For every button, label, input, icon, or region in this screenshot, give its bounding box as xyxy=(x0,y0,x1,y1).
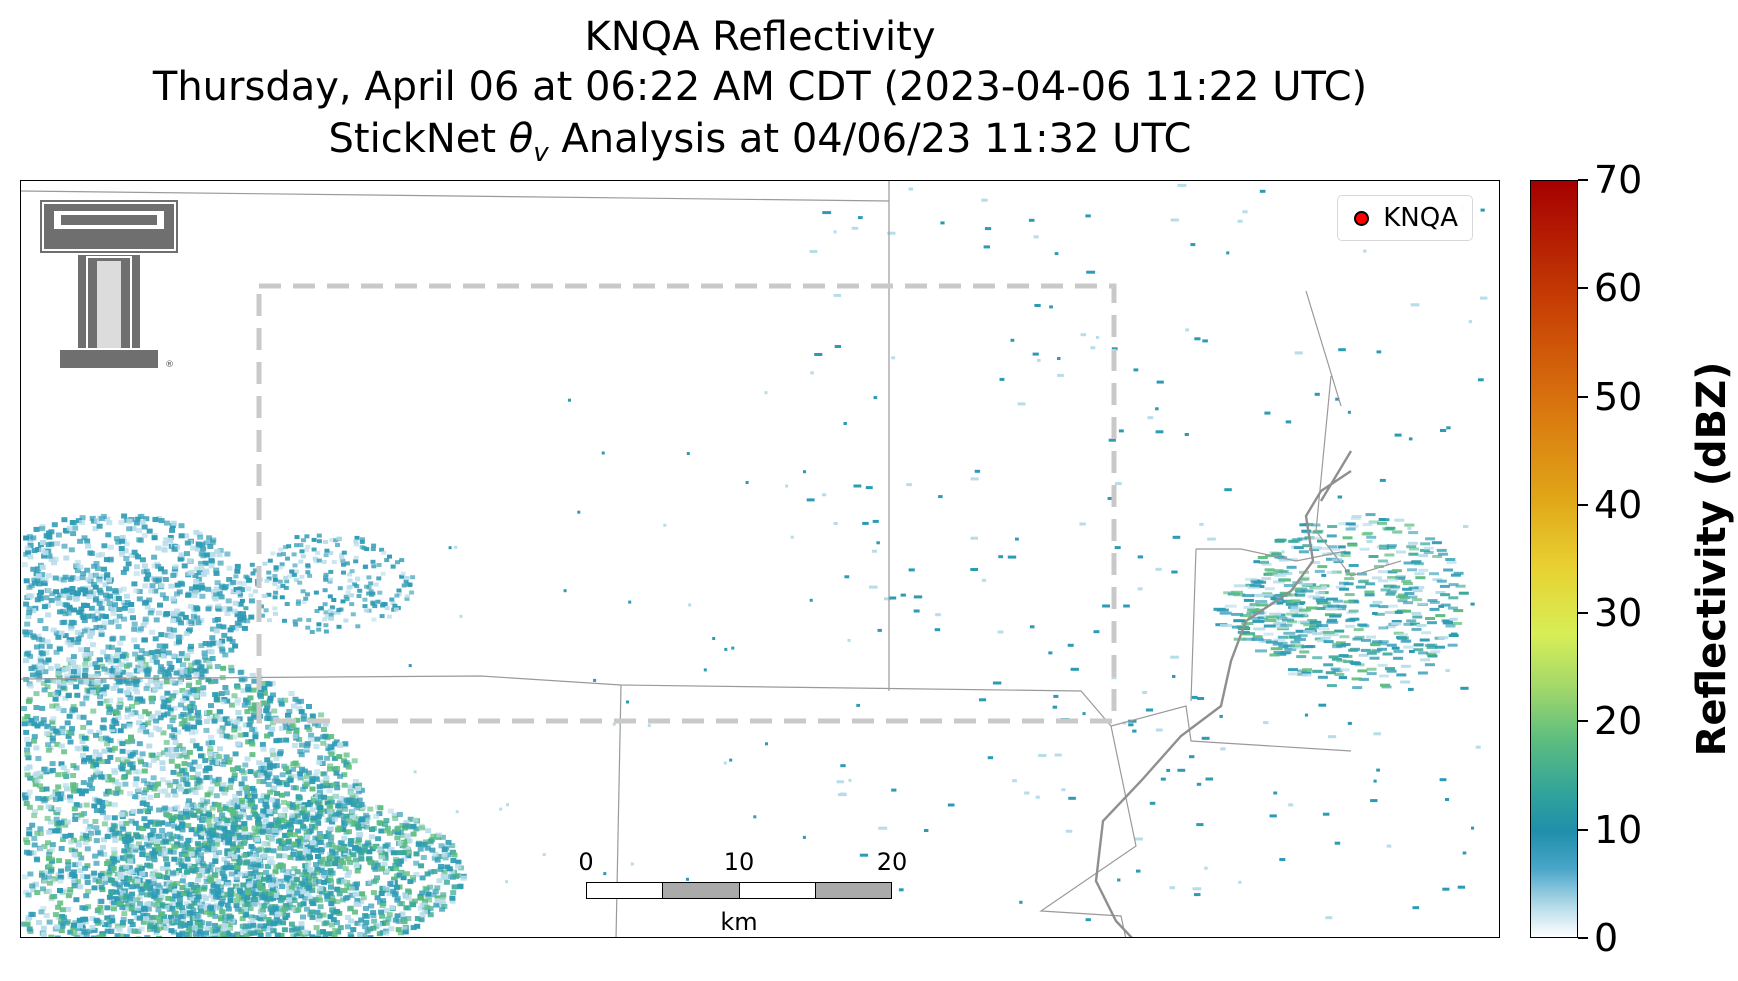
theta-symbol: θv xyxy=(508,116,549,168)
colorbar-title: Reflectivity (dBZ) xyxy=(1689,361,1735,757)
title-line-2: Thursday, April 06 at 06:22 AM CDT (2023… xyxy=(152,64,1368,110)
colorbar-tick-mark xyxy=(1578,503,1588,506)
radar-site-marker-icon xyxy=(1354,210,1370,226)
scale-tick-20: 20 xyxy=(876,848,908,876)
county-boundaries xyxy=(21,181,1402,937)
scale-segment xyxy=(662,882,740,899)
colorbar-tick-label: 0 xyxy=(1594,916,1619,960)
scale-segment xyxy=(586,882,663,899)
colorbar-tick-label: 40 xyxy=(1594,482,1643,527)
title-suffix: Analysis at 04/06/23 11:32 UTC xyxy=(561,116,1192,162)
colorbar-tick-label: 10 xyxy=(1594,807,1643,852)
colorbar-tick-label: 50 xyxy=(1594,374,1643,419)
title-prefix: StickNet xyxy=(328,116,497,162)
ttu-logo-icon: ® xyxy=(38,198,180,370)
analysis-box xyxy=(256,283,1117,724)
colorbar-tick-mark xyxy=(1578,287,1588,290)
colorbar-tick-mark xyxy=(1578,937,1588,939)
scale-tick-10: 10 xyxy=(723,848,755,876)
state-boundary xyxy=(1094,450,1353,937)
scale-segment xyxy=(815,882,892,899)
colorbar-tick-mark xyxy=(1578,179,1588,181)
colorbar-tick-label: 30 xyxy=(1594,591,1643,636)
colorbar-tick-label: 20 xyxy=(1594,699,1643,744)
title-line-1: KNQA Reflectivity xyxy=(584,14,936,60)
map-canvas: ® xyxy=(21,181,1488,937)
scale-segment xyxy=(739,882,816,899)
reflectivity-echoes xyxy=(21,183,1488,937)
colorbar-tick-mark xyxy=(1578,828,1588,831)
scale-bar: 0 10 20 km xyxy=(578,848,907,936)
colorbar-tick-label: 60 xyxy=(1594,266,1643,311)
colorbar-tick-mark xyxy=(1578,395,1588,398)
legend: KNQA xyxy=(1337,195,1473,241)
colorbar xyxy=(1530,180,1578,938)
scale-unit: km xyxy=(720,908,758,936)
scale-tick-0: 0 xyxy=(578,848,594,876)
legend-label: KNQA xyxy=(1383,203,1458,233)
colorbar-tick-label: 70 xyxy=(1594,158,1643,202)
colorbar-tick-mark xyxy=(1578,612,1588,615)
title-line-3: StickNet θv Analysis at 04/06/23 11:32 U… xyxy=(0,116,1520,176)
radar-map[interactable]: ® KNQA xyxy=(20,180,1500,938)
colorbar-tick-mark xyxy=(1578,720,1588,723)
